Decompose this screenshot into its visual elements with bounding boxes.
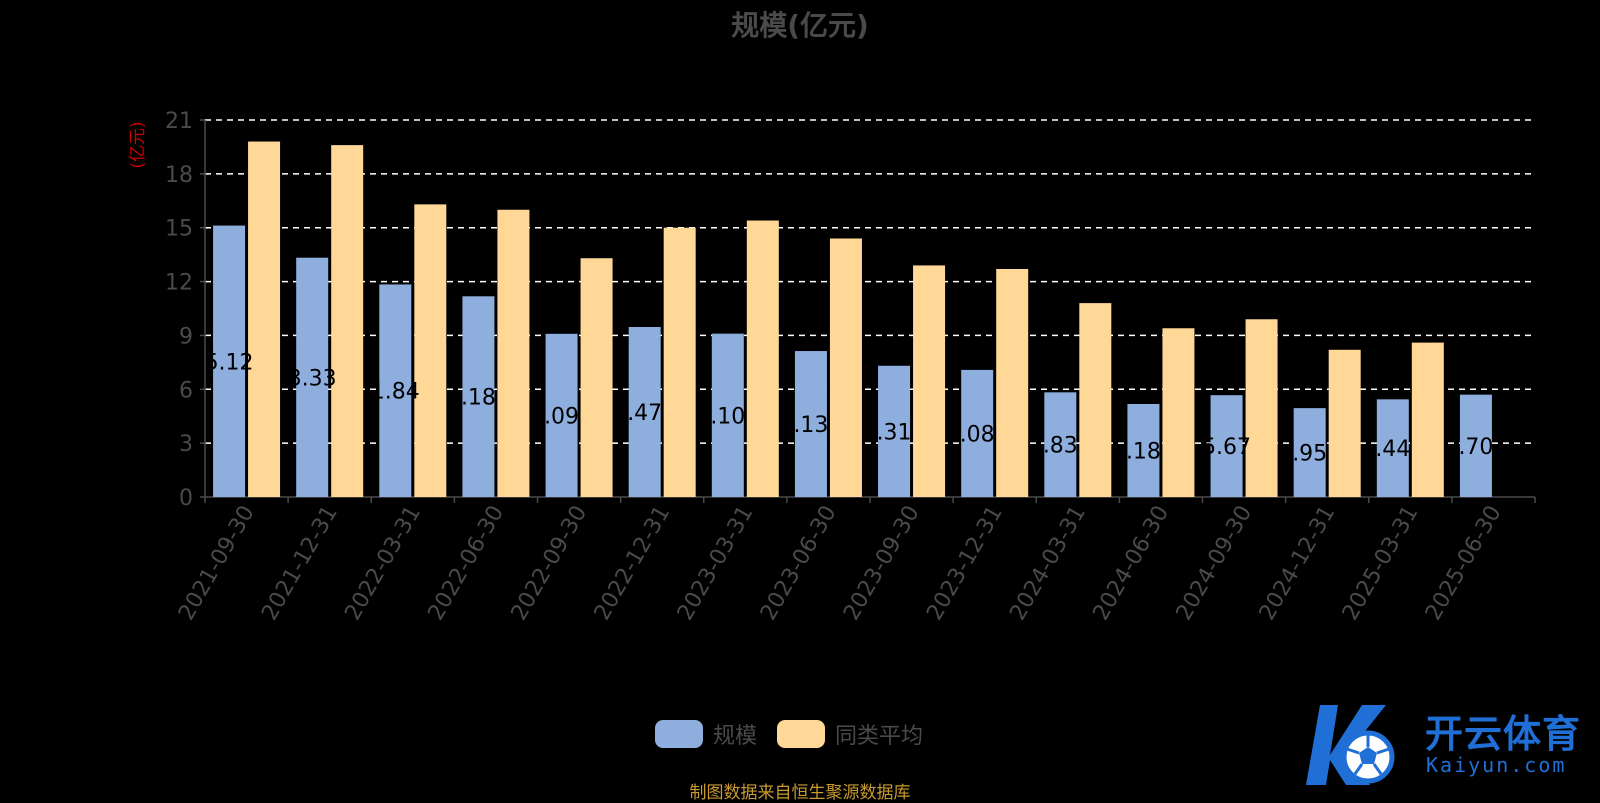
data-label-scale: .31 [877, 420, 912, 445]
legend-swatch-scale [655, 720, 703, 748]
x-tick-label: 2022-12-31 [590, 502, 676, 625]
y-tick-label: 3 [179, 432, 193, 457]
watermark-logo: 开云体育 Kaiyun.com [1300, 695, 1600, 795]
x-tick-label: 2023-06-30 [756, 502, 842, 625]
bar-scale [628, 326, 661, 497]
data-label-scale: .10 [710, 404, 745, 429]
data-label-scale: .44 [1375, 437, 1410, 462]
x-tick-label: 2024-06-30 [1089, 502, 1175, 625]
bar-scale [711, 333, 744, 497]
bar-category-average [580, 258, 613, 497]
data-label-scale: .83 [1043, 434, 1078, 459]
bar-category-average [663, 227, 696, 497]
data-labels: 5.12 3.33 1.84 .18 .09 .47 .10 .13 .31 .08 .83 .18 5… [205, 350, 1494, 466]
y-axis-label: (亿元) [128, 121, 148, 168]
bar-scale [1210, 395, 1243, 497]
y-tick-label: 12 [165, 271, 193, 296]
legend: 规模 同类平均 [655, 718, 923, 750]
bar-scale [961, 369, 994, 497]
bar-category-average [1162, 328, 1195, 497]
x-tick-label: 2023-12-31 [922, 502, 1008, 625]
x-tick-label: 2022-06-30 [424, 502, 510, 625]
data-label-scale: .70 [1458, 435, 1493, 460]
data-label-scale: .95 [1292, 442, 1327, 467]
bar-scale [462, 296, 495, 497]
chart-title: 规模(亿元) [731, 9, 869, 42]
bar-category-average [913, 265, 946, 497]
bars [213, 141, 1492, 498]
bar-scale [1044, 392, 1077, 497]
bar-scale [1376, 399, 1409, 497]
data-label-scale: .13 [793, 413, 828, 438]
x-tick-label: 2024-12-31 [1255, 502, 1341, 625]
bar-category-average [829, 238, 862, 497]
x-tick-label: 2021-12-31 [257, 502, 343, 625]
x-tick-label: 2024-03-31 [1005, 502, 1091, 625]
bar-chart: 0 3 6 9 12 15 18 21 2021-09-302021-12-312022-03-… [128, 109, 1536, 625]
data-label-scale: .08 [960, 422, 995, 447]
legend-item-category-average[interactable]: 同类平均 [777, 718, 923, 750]
data-label-scale: 5.67 [1202, 435, 1251, 460]
bar-scale [296, 257, 329, 497]
bar-category-average [1411, 342, 1444, 497]
legend-label-scale: 规模 [713, 724, 758, 749]
bar-category-average [996, 269, 1029, 497]
bar-scale [1293, 408, 1326, 497]
data-label-scale: 3.33 [288, 366, 337, 391]
bar-category-average [746, 220, 779, 498]
x-tick-label: 2025-06-30 [1421, 502, 1507, 625]
data-label-scale: .09 [544, 404, 579, 429]
bar-scale [794, 351, 827, 497]
legend-label-category-average: 同类平均 [835, 724, 924, 749]
data-label-scale: .18 [461, 386, 496, 411]
data-label-scale: 1.84 [371, 380, 420, 405]
bar-scale [1127, 404, 1160, 497]
bar-category-average [1328, 349, 1361, 497]
legend-item-scale[interactable]: 规模 [655, 718, 757, 750]
soccer-ball-logo-icon [1306, 705, 1395, 785]
x-tick-label: 2023-09-30 [839, 502, 925, 625]
bar-scale [545, 333, 578, 497]
bar-category-average [414, 204, 447, 497]
bar-scale [213, 225, 246, 497]
bar-category-average [1079, 303, 1112, 497]
y-tick-label: 21 [165, 109, 193, 134]
y-tick-label: 15 [165, 217, 193, 242]
bar-category-average [497, 209, 530, 497]
x-tick-label: 2023-03-31 [673, 502, 759, 625]
data-label-scale: .47 [627, 401, 662, 426]
legend-swatch-category-average [777, 720, 826, 748]
bar-category-average [248, 141, 281, 498]
watermark-text-cn: 开云体育 [1425, 712, 1582, 756]
x-tick-label: 2022-09-30 [507, 502, 593, 625]
source-note: 制图数据来自恒生聚源数据库 [689, 783, 911, 803]
y-tick-label: 0 [179, 486, 193, 511]
x-tick-label: 2025-03-31 [1338, 502, 1424, 625]
data-label-scale: 5.12 [205, 350, 254, 375]
y-tick-label: 9 [179, 324, 193, 349]
y-tick-label: 6 [179, 378, 193, 403]
bar-category-average [1245, 319, 1278, 497]
y-tick-label: 18 [165, 163, 193, 188]
bar-scale [1459, 394, 1492, 497]
bar-category-average [331, 145, 364, 497]
x-tick-label: 2022-03-31 [340, 502, 426, 625]
x-tick-label: 2024-09-30 [1172, 502, 1258, 625]
data-label-scale: .18 [1126, 440, 1161, 465]
bar-scale [878, 365, 911, 497]
bar-scale [379, 284, 412, 497]
watermark-text-en: Kaiyun.com [1426, 753, 1567, 777]
x-tick-label: 2021-09-30 [174, 502, 260, 625]
